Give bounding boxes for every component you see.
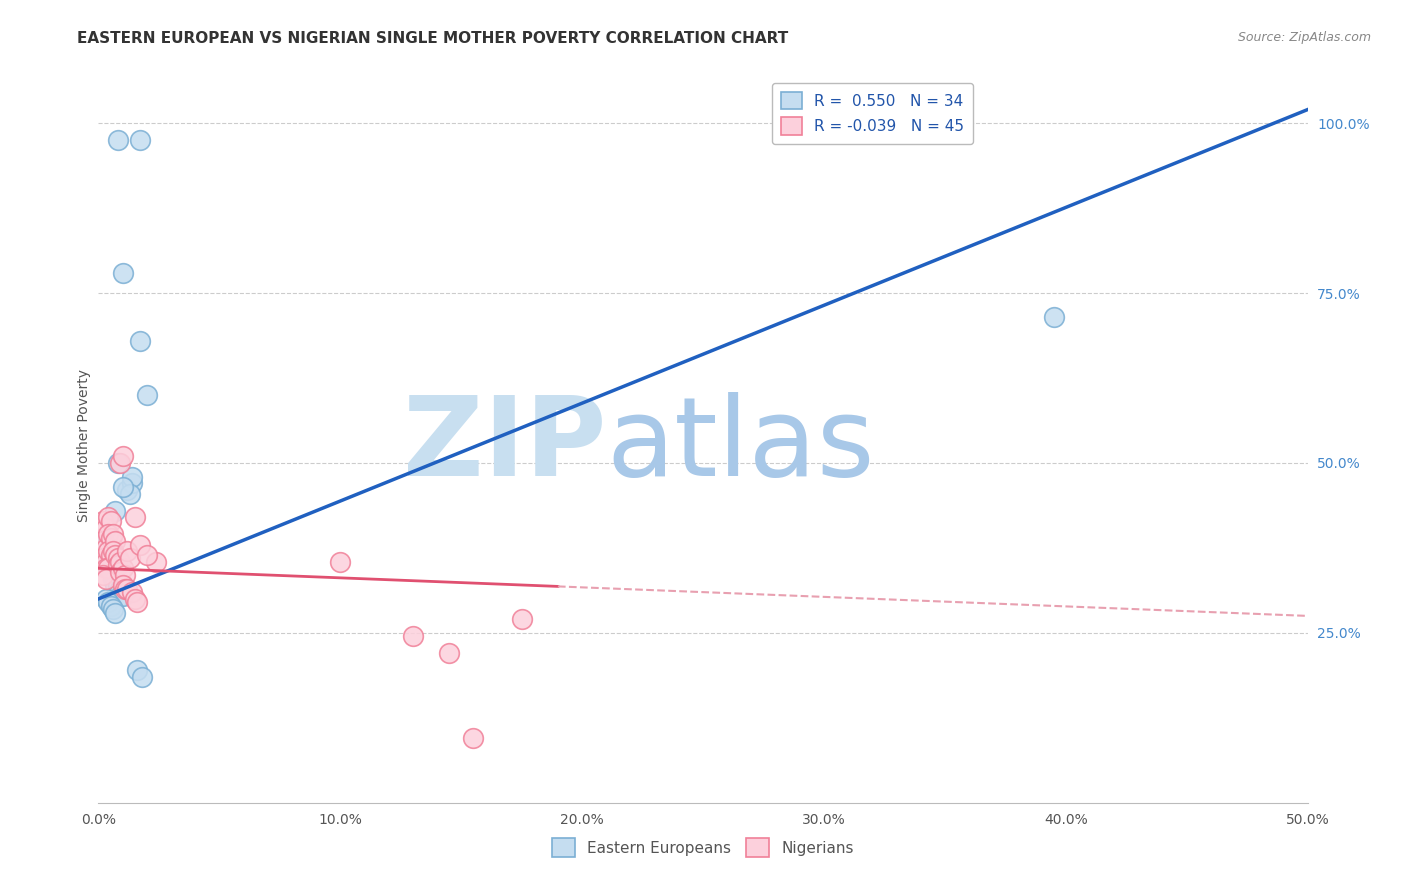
Point [135,548,157,562]
Point [107,558,129,572]
Point [107,551,129,566]
Point [111,578,134,592]
Point [94,541,117,555]
Point [101,544,124,558]
Text: ZIP: ZIP [404,392,606,500]
Point [91,514,114,528]
Point [145,555,167,569]
Point [118,486,141,500]
Point [127,595,149,609]
Point [108,565,131,579]
Point [111,449,134,463]
Point [94,537,117,551]
Point [510,612,533,626]
Point [94,572,117,586]
Point [111,266,134,280]
Point [135,388,157,402]
Point [114,568,136,582]
Point [94,561,117,575]
Text: Source: ZipAtlas.com: Source: ZipAtlas.com [1237,31,1371,45]
Point [101,602,124,616]
Point [97,527,120,541]
Point [104,578,127,592]
Point [97,544,120,558]
Point [128,537,150,551]
Point [108,555,131,569]
Point [100,531,122,545]
Point [104,572,127,586]
Point [121,469,143,483]
Point [100,551,122,566]
Y-axis label: Single Mother Poverty: Single Mother Poverty [77,369,91,523]
Point [108,456,131,470]
Point [97,561,120,575]
Point [117,483,139,498]
Point [128,133,150,147]
Point [437,646,460,660]
Point [114,582,136,596]
Point [97,595,120,609]
Point [91,551,114,566]
Point [111,561,134,575]
Point [104,534,127,549]
Point [117,544,139,558]
Point [100,548,122,562]
Text: EASTERN EUROPEAN VS NIGERIAN SINGLE MOTHER POVERTY CORRELATION CHART: EASTERN EUROPEAN VS NIGERIAN SINGLE MOTH… [77,31,789,46]
Point [101,565,124,579]
Point [97,510,120,524]
Legend: Eastern Europeans, Nigerians: Eastern Europeans, Nigerians [546,832,860,863]
Point [97,541,120,555]
Point [91,534,114,549]
Point [97,555,120,569]
Point [100,599,122,613]
Text: atlas: atlas [606,392,875,500]
Point [104,503,127,517]
Point [107,578,129,592]
Point [118,551,141,566]
Point [100,561,122,575]
Point [104,548,127,562]
Point [108,582,131,596]
Point [94,555,117,569]
Point [91,568,114,582]
Point [101,527,124,541]
Point [1042,310,1064,324]
Point [94,520,117,534]
Point [94,591,117,606]
Point [111,589,134,603]
Point [127,663,149,677]
Point [100,514,122,528]
Point [121,585,143,599]
Point [107,133,129,147]
Point [402,629,425,643]
Point [108,589,131,603]
Point [124,510,146,524]
Point [91,534,114,549]
Point [94,548,117,562]
Point [107,456,129,470]
Point [117,582,139,596]
Point [128,334,150,348]
Point [124,591,146,606]
Point [121,476,143,491]
Point [101,572,124,586]
Point [131,670,153,684]
Point [329,555,352,569]
Point [104,606,127,620]
Point [463,731,485,746]
Point [111,480,134,494]
